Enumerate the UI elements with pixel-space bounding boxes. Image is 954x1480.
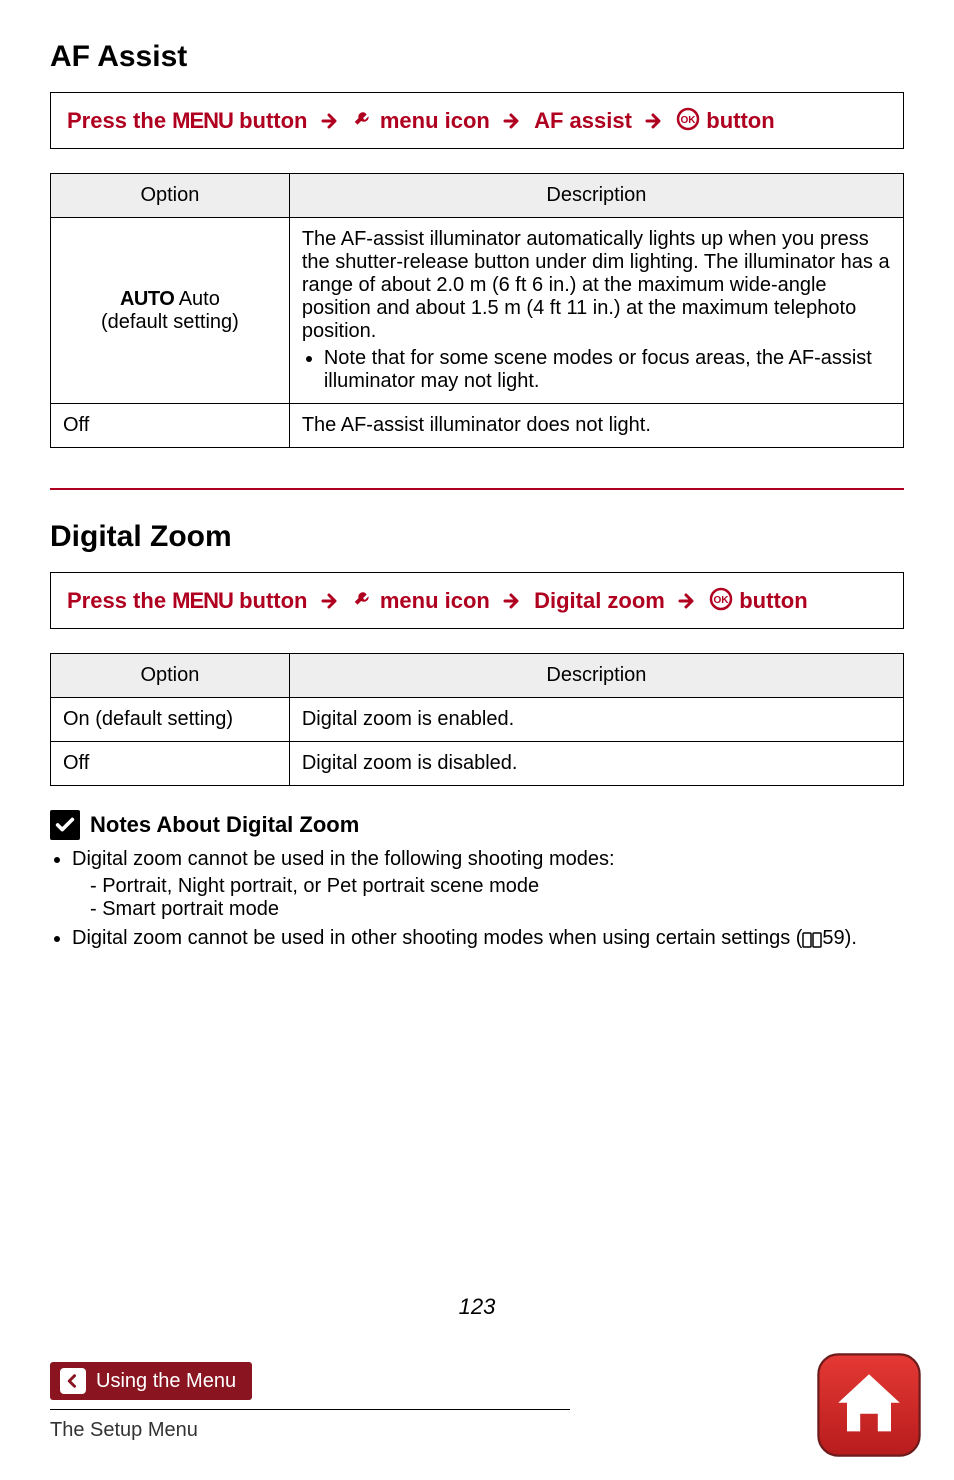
notes-title: Notes About Digital Zoom	[90, 812, 359, 838]
bold-text: Night portrait	[178, 875, 293, 897]
bold-text: Portrait	[102, 875, 166, 897]
page-number: 123	[0, 1294, 954, 1320]
note-text: scene mode	[425, 875, 540, 897]
description-cell: The AF-assist illuminator does not light…	[289, 404, 903, 448]
ok-icon: OK	[709, 587, 733, 611]
arrow-right-icon	[502, 111, 522, 131]
svg-text:OK: OK	[714, 595, 730, 606]
af-assist-title: AF Assist	[50, 40, 904, 74]
dz-table: Option Description On (default setting) …	[50, 653, 904, 786]
table-row: Off Digital zoom is disabled.	[51, 742, 904, 786]
footer-divider	[50, 1409, 570, 1410]
description-cell: The AF-assist illuminator automatically …	[289, 218, 903, 404]
arrow-right-icon	[320, 111, 340, 131]
nav-text: button	[706, 108, 774, 133]
arrow-right-icon	[320, 591, 340, 611]
dz-nav-box: Press the MENU button menu icon Digital …	[50, 572, 904, 629]
option-cell: AUTO Auto (default setting)	[51, 218, 290, 404]
section-divider	[50, 488, 904, 490]
af-nav-box: Press the MENU button menu icon AF assis…	[50, 92, 904, 149]
description-text: The AF-assist illuminator automatically …	[302, 228, 890, 342]
table-row: Off The AF-assist illuminator does not l…	[51, 404, 904, 448]
menu-word: MENU	[172, 588, 233, 613]
ok-icon: OK	[676, 107, 700, 131]
notes-header: Notes About Digital Zoom	[50, 810, 904, 840]
list-item: Portrait, Night portrait, or Pet portrai…	[90, 875, 904, 898]
arrow-right-icon	[677, 591, 697, 611]
table-row: On (default setting) Digital zoom is ena…	[51, 698, 904, 742]
table-row: AUTO Auto (default setting) The AF-assis…	[51, 218, 904, 404]
bold-text: Pet portrait	[327, 875, 425, 897]
menu-word: MENU	[172, 108, 233, 133]
arrow-right-icon	[502, 591, 522, 611]
nav-text: menu icon	[380, 588, 496, 613]
check-icon	[50, 810, 80, 840]
nav-text: Press the	[67, 588, 172, 613]
note-text: ).	[845, 927, 857, 949]
note-text: Digital zoom cannot be used in the follo…	[72, 848, 615, 870]
footer-subtitle: The Setup Menu	[50, 1419, 198, 1442]
page-ref-number: 59	[822, 927, 844, 949]
description-cell: Digital zoom is disabled.	[289, 742, 903, 786]
option-label: Auto	[174, 288, 220, 310]
option-sub: (default setting)	[63, 311, 277, 334]
svg-text:OK: OK	[681, 115, 697, 126]
nav-text: button	[233, 108, 314, 133]
af-table: Option Description AUTO Auto (default se…	[50, 173, 904, 448]
nav-text: Digital zoom	[534, 588, 671, 613]
option-cell: On (default setting)	[51, 698, 290, 742]
list-item: Smart portrait mode	[90, 898, 904, 921]
note-text: , or	[292, 875, 326, 897]
wrench-icon	[352, 109, 374, 131]
nav-text: button	[233, 588, 314, 613]
notes-list: Digital zoom cannot be used in the follo…	[50, 848, 904, 950]
wrench-icon	[352, 589, 374, 611]
nav-text: menu icon	[380, 108, 496, 133]
th-description: Description	[289, 654, 903, 698]
nav-text: Press the	[67, 108, 172, 133]
list-item: Digital zoom cannot be used in other sho…	[72, 927, 904, 950]
th-description: Description	[289, 174, 903, 218]
nav-text: button	[739, 588, 807, 613]
breadcrumb-tab[interactable]: Using the Menu	[50, 1362, 252, 1400]
nav-text: AF assist	[534, 108, 638, 133]
description-bullet: Note that for some scene modes or focus …	[324, 347, 891, 393]
option-prefix: AUTO	[120, 288, 174, 310]
note-text: ,	[167, 875, 178, 897]
option-cell: Off	[51, 742, 290, 786]
back-icon	[60, 1368, 86, 1394]
th-option: Option	[51, 174, 290, 218]
home-button[interactable]	[814, 1350, 924, 1460]
th-option: Option	[51, 654, 290, 698]
note-text: Digital zoom cannot be used in other sho…	[72, 927, 802, 949]
page-ref-icon	[802, 932, 822, 948]
option-cell: Off	[51, 404, 290, 448]
description-cell: Digital zoom is enabled.	[289, 698, 903, 742]
arrow-right-icon	[644, 111, 664, 131]
list-item: Digital zoom cannot be used in the follo…	[72, 848, 904, 921]
digital-zoom-title: Digital Zoom	[50, 520, 904, 554]
breadcrumb-label: Using the Menu	[96, 1370, 236, 1393]
